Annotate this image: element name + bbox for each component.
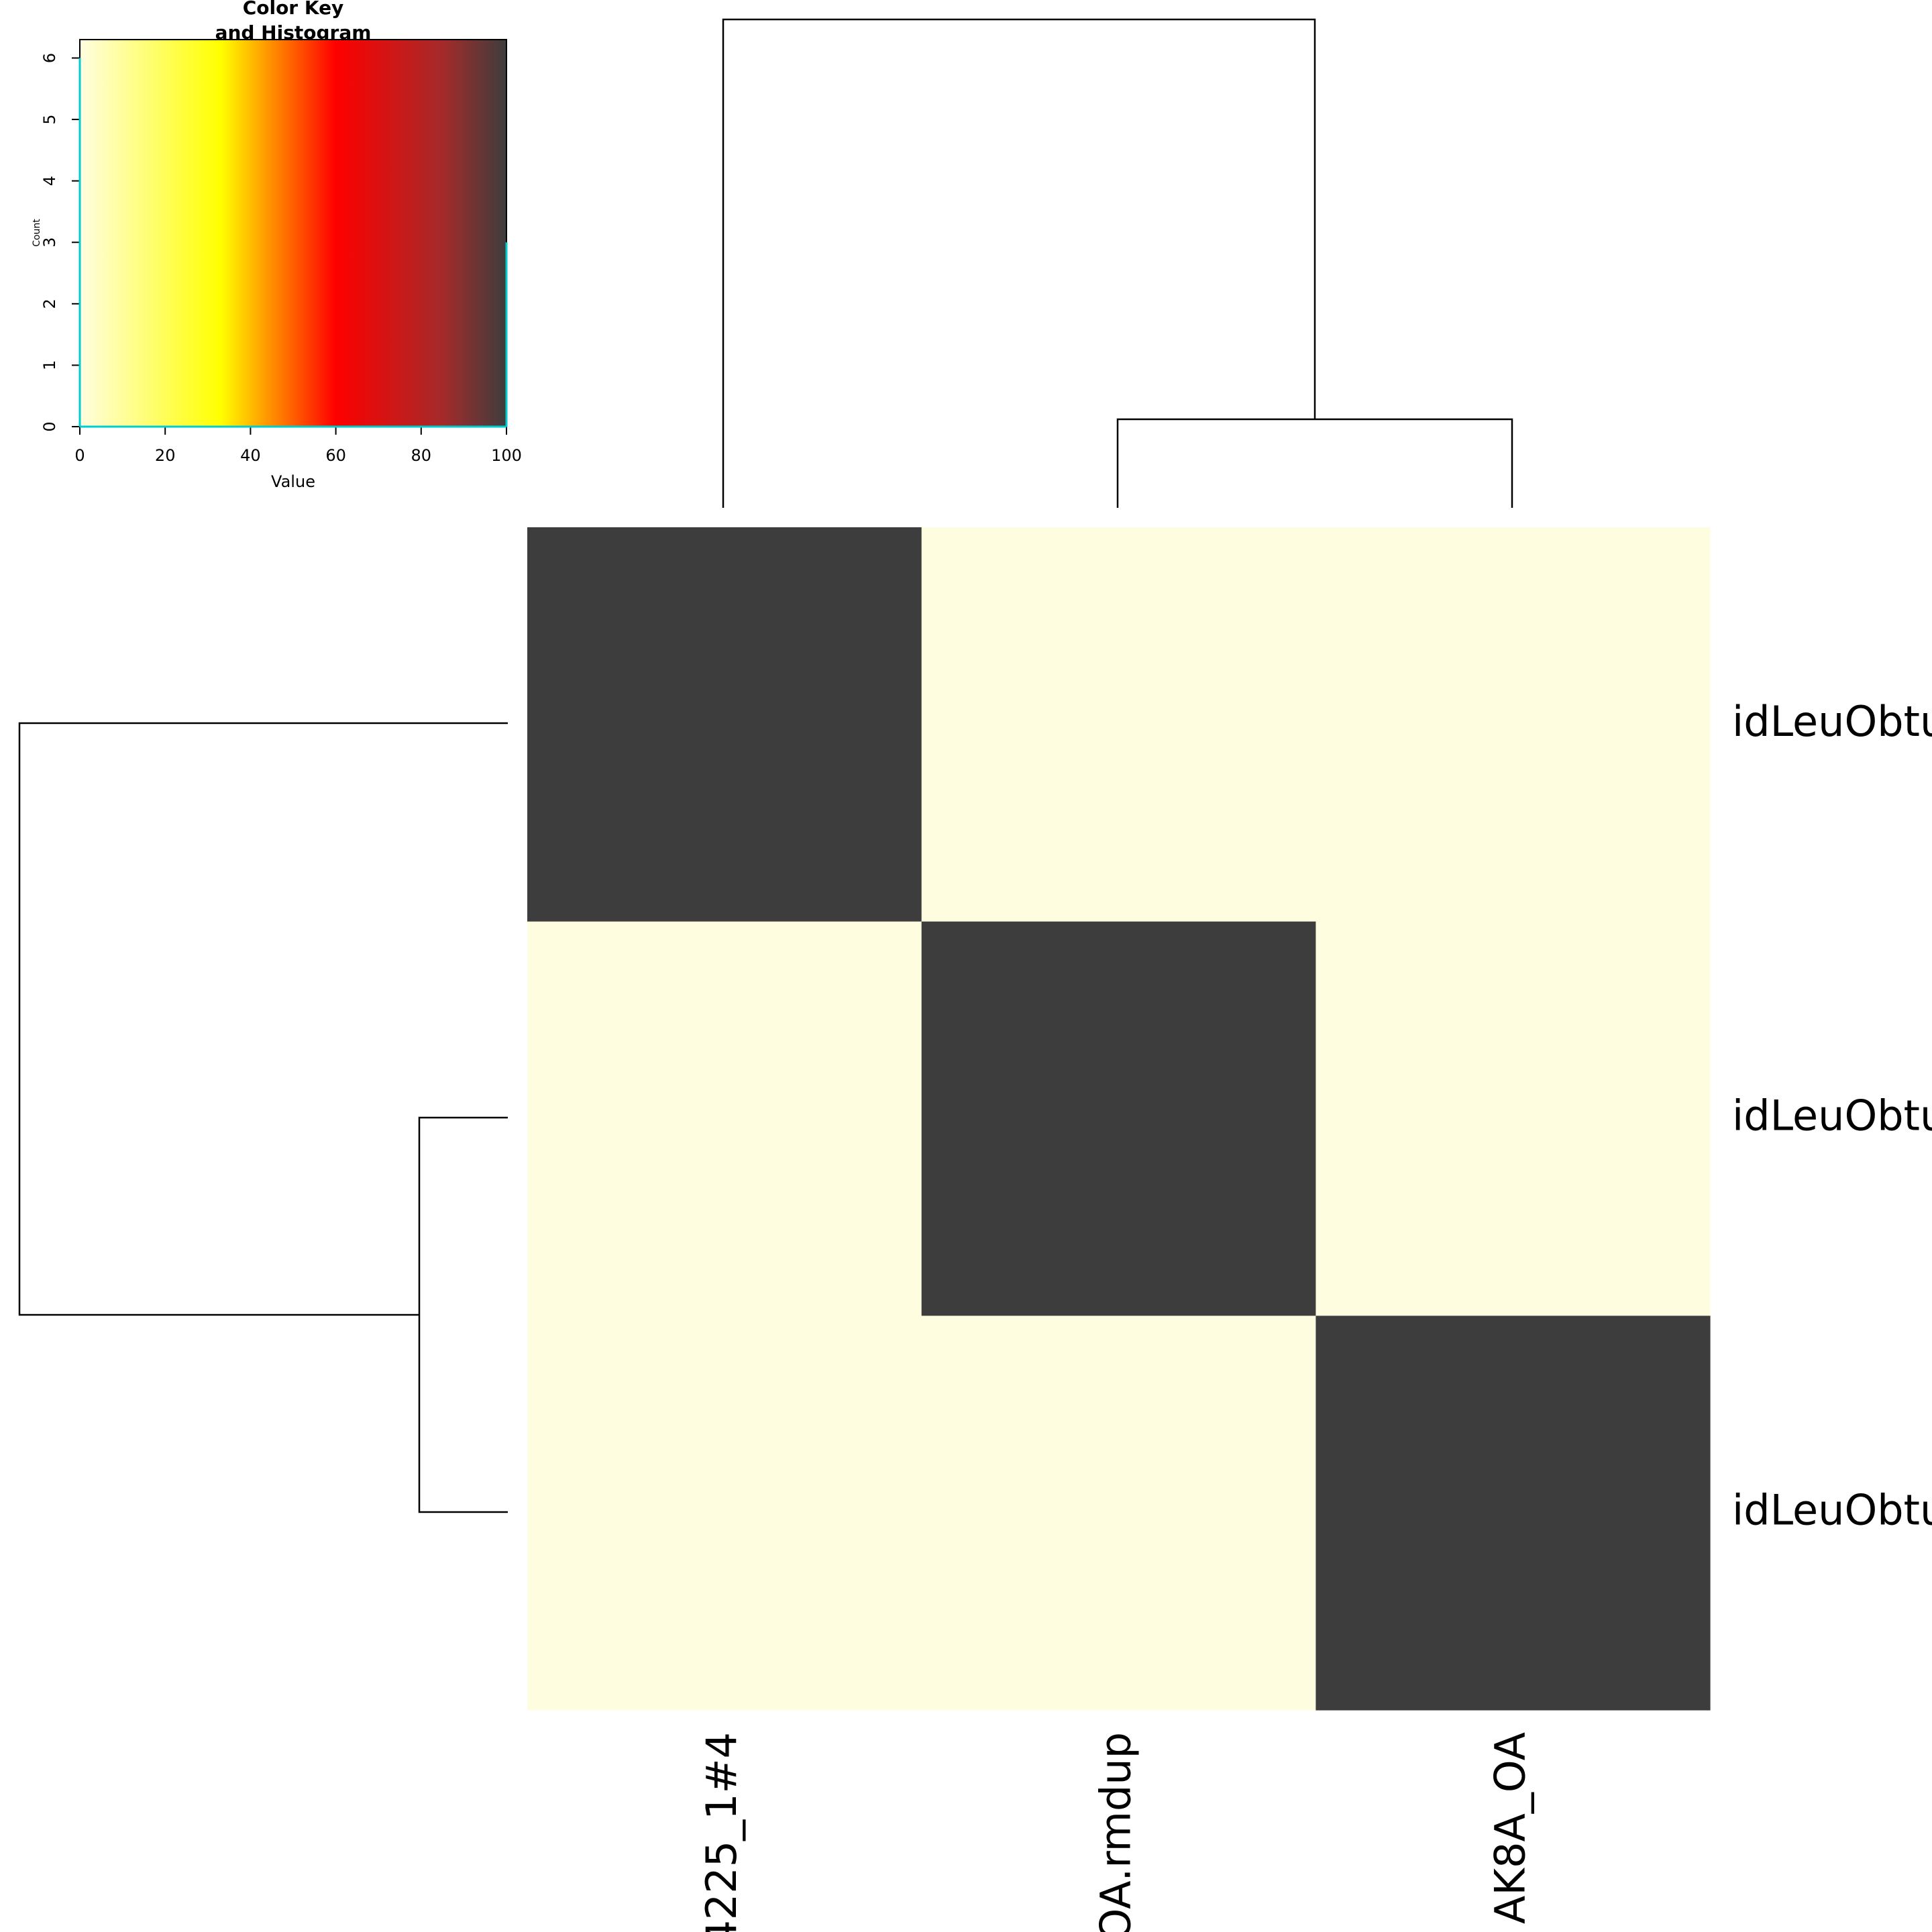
dendro-branch [722, 18, 1316, 508]
heatmap-cell [1316, 921, 1711, 1316]
x-tick-label: 60 [325, 446, 346, 465]
heatmap-cell [921, 527, 1316, 922]
heatmap-cell [1316, 527, 1711, 922]
y-tick-label: 3 [40, 237, 59, 248]
heatmap-cell [527, 1316, 922, 1711]
heatmap-cell [527, 921, 922, 1316]
row-label: idLeuObtu [1732, 697, 1932, 746]
x-tick-label: 0 [74, 446, 85, 465]
heatmap-cell [1316, 1316, 1711, 1711]
color-key [79, 39, 507, 427]
column-label: 4225_1#4 [697, 1732, 746, 1932]
y-tick-label: 5 [40, 114, 59, 124]
column-label: OA.rmdup [1091, 1732, 1140, 1932]
dendro-branch [18, 722, 508, 1316]
x-tick-label: 40 [240, 446, 261, 465]
y-tick-label: 2 [40, 299, 59, 309]
x-tick-label: 100 [491, 446, 522, 465]
key-title: Color Key [243, 0, 344, 19]
dendro-branch [418, 1116, 508, 1513]
key-y-label: Count [32, 219, 42, 247]
row-label: idLeuObtu [1732, 1485, 1932, 1534]
heatmap-cell [921, 921, 1316, 1316]
y-tick-label: 6 [40, 53, 59, 63]
row-label: idLeuObtu [1732, 1091, 1932, 1140]
y-tick-label: 1 [40, 360, 59, 370]
x-tick-label: 20 [155, 446, 176, 465]
heatmap-cell [527, 527, 922, 922]
key-x-label: Value [271, 472, 315, 491]
col-dendrogram [722, 18, 1513, 508]
y-tick-label: 0 [40, 421, 59, 431]
y-tick-label: 4 [40, 176, 59, 186]
heatmap-cell [921, 1316, 1316, 1711]
dendro-branch [1116, 418, 1513, 508]
x-tick-label: 80 [411, 446, 432, 465]
row-dendrogram [18, 722, 508, 1513]
column-label: AK8A_OA [1485, 1732, 1534, 1924]
